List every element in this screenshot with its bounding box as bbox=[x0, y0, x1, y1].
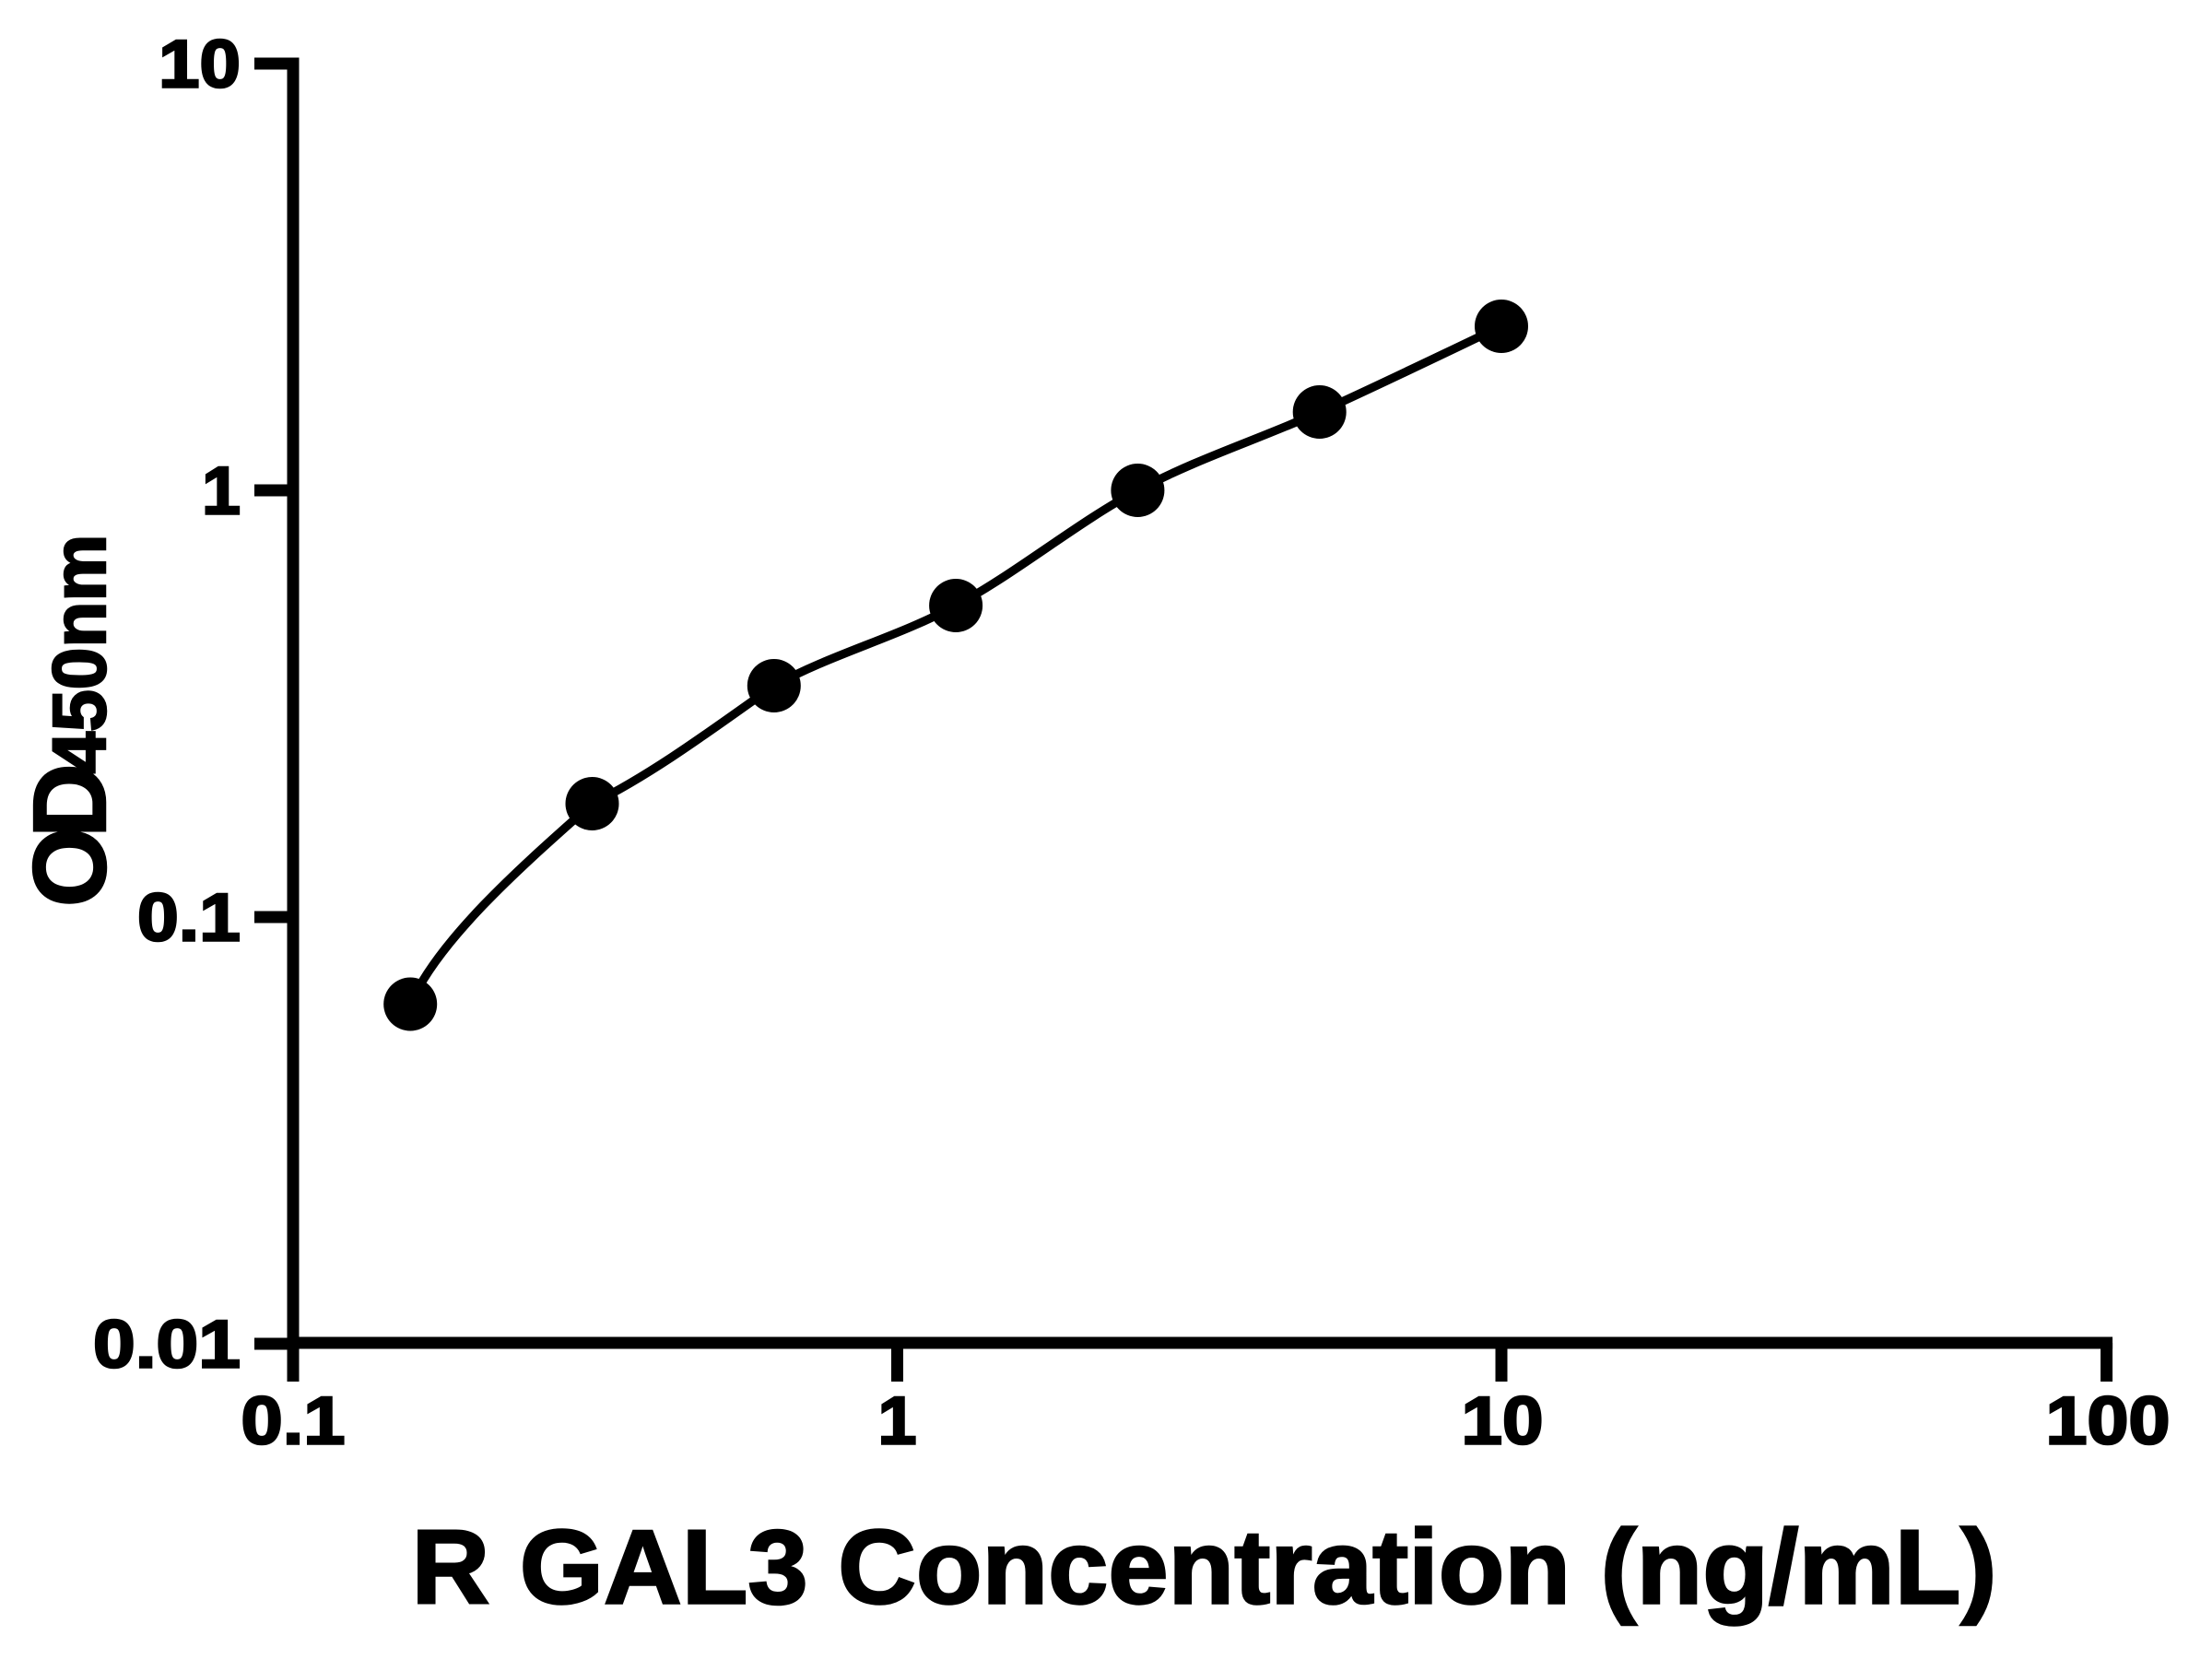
svg-text:100: 100 bbox=[2046, 1382, 2171, 1459]
svg-text:1: 1 bbox=[878, 1382, 917, 1459]
svg-text:1: 1 bbox=[202, 453, 241, 529]
svg-text:10: 10 bbox=[159, 26, 241, 102]
svg-text:0.1: 0.1 bbox=[241, 1382, 346, 1459]
svg-text:0.01: 0.01 bbox=[93, 1306, 241, 1382]
svg-text:OD450nm: OD450nm bbox=[13, 535, 127, 907]
svg-text:10: 10 bbox=[1462, 1382, 1544, 1459]
svg-text:R GAL3 Concentration (ng/mL): R GAL3 Concentration (ng/mL) bbox=[412, 1510, 1997, 1627]
svg-text:0.1: 0.1 bbox=[137, 879, 241, 956]
